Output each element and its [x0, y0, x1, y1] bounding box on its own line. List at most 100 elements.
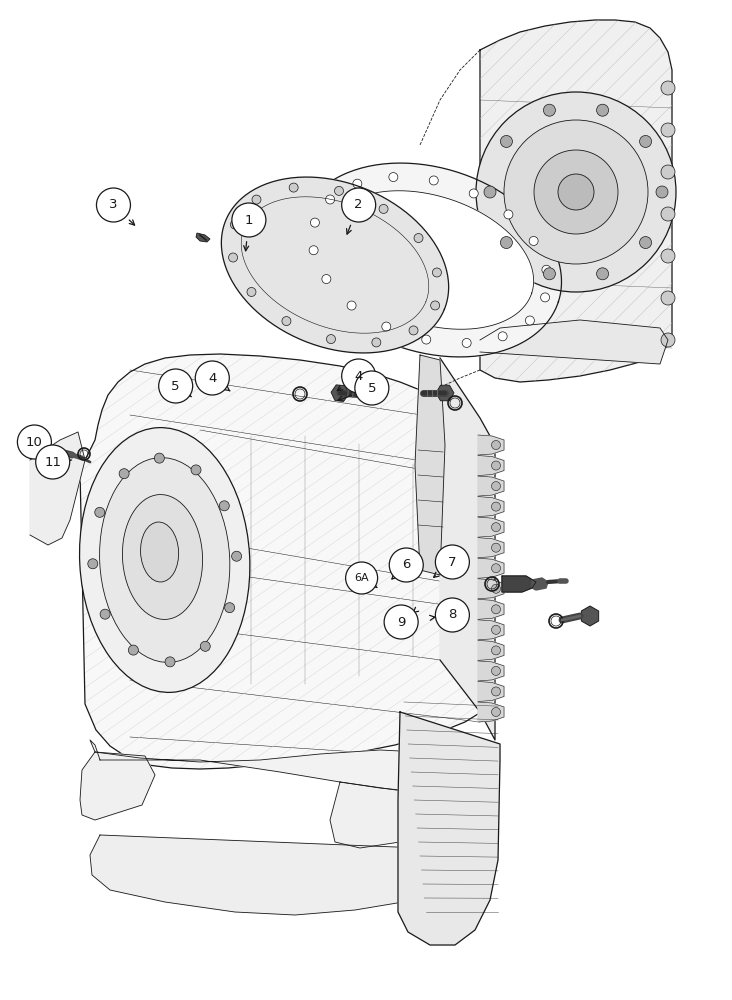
Polygon shape	[478, 681, 504, 701]
Polygon shape	[478, 599, 504, 619]
Circle shape	[526, 316, 534, 325]
Polygon shape	[415, 355, 445, 575]
Circle shape	[231, 220, 239, 229]
Polygon shape	[480, 20, 672, 382]
Circle shape	[491, 461, 501, 470]
Polygon shape	[480, 320, 668, 364]
Circle shape	[201, 641, 210, 651]
Polygon shape	[478, 661, 504, 681]
Circle shape	[476, 92, 676, 292]
Text: 10: 10	[26, 436, 43, 448]
Circle shape	[640, 135, 651, 147]
Polygon shape	[196, 233, 210, 242]
Circle shape	[389, 173, 397, 182]
Polygon shape	[90, 740, 450, 792]
Circle shape	[491, 584, 501, 593]
Polygon shape	[502, 576, 536, 592]
Circle shape	[389, 548, 423, 582]
Text: 4: 4	[354, 369, 363, 382]
Circle shape	[661, 123, 675, 137]
Circle shape	[191, 465, 201, 475]
Polygon shape	[478, 702, 504, 722]
Polygon shape	[478, 620, 504, 640]
Polygon shape	[478, 558, 504, 578]
Circle shape	[491, 605, 501, 614]
Circle shape	[326, 335, 335, 344]
Circle shape	[504, 210, 513, 219]
Circle shape	[100, 609, 110, 619]
Circle shape	[310, 218, 319, 227]
Text: 2: 2	[354, 198, 363, 212]
Circle shape	[540, 293, 550, 302]
Circle shape	[228, 253, 238, 262]
Circle shape	[491, 502, 501, 511]
Circle shape	[231, 551, 242, 561]
Circle shape	[252, 195, 261, 204]
Circle shape	[379, 204, 388, 213]
Circle shape	[430, 301, 440, 310]
Circle shape	[342, 359, 376, 393]
Text: 5: 5	[367, 381, 376, 394]
Circle shape	[159, 369, 193, 403]
Circle shape	[165, 657, 175, 667]
Circle shape	[326, 195, 335, 204]
Circle shape	[597, 104, 608, 116]
Circle shape	[119, 469, 129, 479]
Circle shape	[656, 186, 668, 198]
Text: 5: 5	[171, 379, 180, 392]
Text: 4: 4	[208, 371, 217, 384]
Circle shape	[491, 646, 501, 655]
Circle shape	[491, 523, 501, 532]
Polygon shape	[436, 385, 454, 401]
Circle shape	[289, 183, 298, 192]
Circle shape	[436, 545, 469, 579]
Circle shape	[429, 176, 438, 185]
Polygon shape	[398, 712, 500, 945]
Circle shape	[529, 236, 538, 245]
Text: 6A: 6A	[354, 573, 369, 583]
Circle shape	[355, 371, 389, 405]
Ellipse shape	[122, 495, 203, 619]
Circle shape	[661, 291, 675, 305]
Polygon shape	[478, 538, 504, 558]
Circle shape	[498, 332, 507, 341]
Polygon shape	[478, 456, 504, 476]
Circle shape	[436, 598, 469, 632]
Polygon shape	[478, 579, 504, 599]
Circle shape	[661, 333, 675, 347]
Circle shape	[322, 275, 331, 284]
Polygon shape	[221, 177, 449, 353]
Circle shape	[36, 445, 70, 479]
Circle shape	[353, 179, 362, 188]
Circle shape	[18, 425, 51, 459]
Polygon shape	[478, 476, 504, 496]
Polygon shape	[478, 435, 504, 455]
Circle shape	[433, 268, 441, 277]
Text: 8: 8	[448, 608, 457, 621]
Circle shape	[335, 186, 343, 195]
Circle shape	[491, 482, 501, 491]
Circle shape	[225, 603, 235, 613]
Circle shape	[154, 453, 165, 463]
Circle shape	[469, 189, 478, 198]
Polygon shape	[440, 358, 495, 740]
Circle shape	[491, 666, 501, 675]
Circle shape	[504, 120, 648, 264]
Text: 9: 9	[397, 615, 406, 629]
Circle shape	[94, 507, 105, 517]
Polygon shape	[581, 606, 599, 626]
Polygon shape	[330, 782, 448, 848]
Circle shape	[543, 104, 556, 116]
Circle shape	[542, 265, 551, 274]
Ellipse shape	[141, 522, 179, 582]
Circle shape	[382, 322, 391, 331]
Polygon shape	[331, 385, 349, 401]
Circle shape	[501, 237, 512, 249]
Circle shape	[491, 708, 501, 716]
Text: 3: 3	[109, 198, 118, 212]
Circle shape	[491, 440, 501, 450]
Circle shape	[88, 559, 98, 569]
Circle shape	[661, 249, 675, 263]
Circle shape	[247, 287, 256, 296]
Circle shape	[346, 562, 378, 594]
